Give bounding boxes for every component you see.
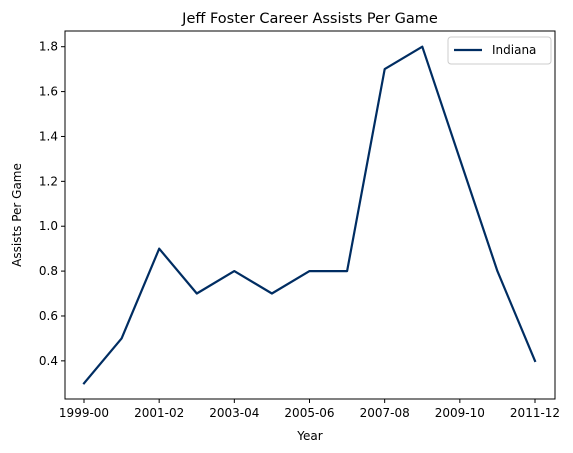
chart-title: Jeff Foster Career Assists Per Game [181,11,438,27]
y-axis: 0.4 0.6 0.8 1.0 1.2 1.4 1.6 1.8 [39,40,65,368]
y-tick-label: 0.6 [39,309,58,323]
x-tick-label: 2003-04 [209,406,259,420]
y-axis-label: Assists Per Game [10,163,24,267]
y-tick-label: 1.6 [39,85,58,99]
plot-frame [64,30,556,400]
legend: Indiana [447,36,552,65]
legend-box [447,36,552,65]
x-tick-label: 1999-00 [59,406,109,420]
x-axis-label: Year [296,429,322,443]
y-tick-label: 1.8 [39,40,58,54]
y-tick-label: 0.8 [39,264,58,278]
y-tick-label: 1.0 [39,219,58,233]
series-layer [82,45,537,385]
x-tick-label: 2007-08 [360,406,410,420]
legend-label-indiana: Indiana [492,43,536,57]
x-axis: 1999-00 2001-02 2003-04 2005-06 2007-08 2009-… [59,399,560,420]
x-tick-label: 2009-10 [435,406,485,420]
x-tick-label: 2005-06 [284,406,334,420]
x-tick-label: 2001-02 [134,406,184,420]
series-line-indiana [82,45,537,385]
plot-area [64,30,556,400]
x-tick-label: 2011-12 [510,406,560,420]
y-tick-label: 0.4 [39,354,58,368]
y-tick-label: 1.2 [39,174,58,188]
y-tick-label: 1.4 [39,129,58,143]
